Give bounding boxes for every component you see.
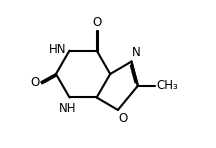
Text: O: O: [31, 76, 40, 89]
Text: O: O: [92, 16, 101, 29]
Text: CH₃: CH₃: [156, 79, 178, 92]
Text: O: O: [119, 112, 128, 125]
Text: HN: HN: [49, 43, 67, 56]
Text: NH: NH: [59, 102, 77, 115]
Text: N: N: [132, 46, 141, 59]
